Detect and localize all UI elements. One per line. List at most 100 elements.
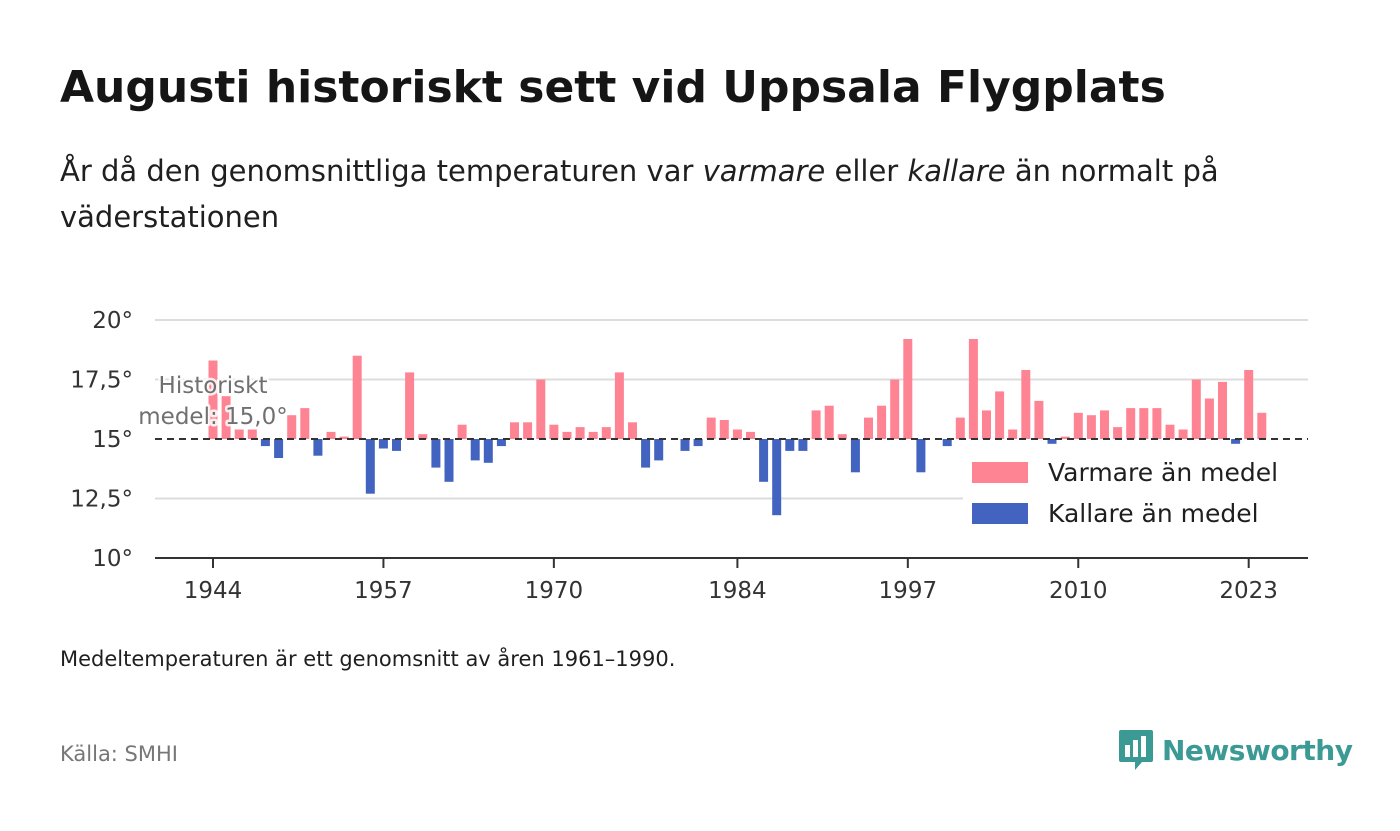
y-tick-label: 12,5° <box>70 487 133 513</box>
bar-2014 <box>1126 408 1136 439</box>
bar-1985 <box>746 431 755 439</box>
bar-2010 <box>1073 412 1083 439</box>
y-tick-label: 15° <box>92 427 133 453</box>
bar-1988 <box>785 439 795 451</box>
page-title: Augusti historiskt sett vid Uppsala Flyg… <box>60 62 1166 113</box>
bar-2003 <box>982 410 991 439</box>
bar-1954 <box>339 436 349 439</box>
bar-2005 <box>1008 429 1018 439</box>
bar-2023 <box>1244 370 1254 439</box>
bar-1998 <box>916 439 926 473</box>
bar-2018 <box>1178 429 1188 439</box>
bar-2002 <box>968 339 978 439</box>
bar-2006 <box>1021 370 1031 439</box>
chart-bars <box>208 339 1267 516</box>
bar-2022 <box>1231 439 1241 444</box>
bar-2021 <box>1218 381 1227 439</box>
bar-2007 <box>1034 400 1044 439</box>
bar-1964 <box>470 439 480 461</box>
bar-2001 <box>955 417 965 439</box>
bar-1975 <box>614 372 624 439</box>
bar-1990 <box>811 410 821 439</box>
subtitle-emphasis-colder: kallare <box>907 154 1006 188</box>
subtitle-text-3: än normalt på väderstationen <box>60 154 1219 234</box>
chart-legend: Varmare än medel Kallare än medel <box>963 452 1308 542</box>
brand-name: Newsworthy <box>1162 733 1353 767</box>
bar-1944 <box>208 360 218 439</box>
bar-1957 <box>378 439 388 449</box>
x-tick-label: 1944 <box>184 578 243 604</box>
y-tick-label: 20° <box>92 308 133 334</box>
subtitle-text-2: eller <box>825 154 908 188</box>
bar-1992 <box>837 434 847 439</box>
legend-swatch-cold <box>972 503 1028 524</box>
bar-1996 <box>890 379 900 439</box>
bar-1968 <box>523 422 533 439</box>
bar-1951 <box>300 408 310 439</box>
bar-1945 <box>221 396 231 439</box>
baseline-label: medel: 15,0° <box>138 404 287 430</box>
bar-1973 <box>588 431 598 439</box>
bar-1960 <box>418 434 428 439</box>
bar-2020 <box>1204 398 1214 439</box>
bar-1987 <box>772 439 782 516</box>
bar-1971 <box>562 431 572 439</box>
bar-1972 <box>575 427 585 439</box>
bar-2017 <box>1165 424 1175 439</box>
baseline-label-halo: medel: 15,0° <box>138 404 287 430</box>
footnote: Medeltemperaturen är ett genomsnitt av å… <box>60 647 676 671</box>
bar-1961 <box>431 439 441 468</box>
bar-1955 <box>352 355 362 439</box>
x-tick-label: 2010 <box>1049 578 1108 604</box>
subtitle-emphasis-warmer: varmare <box>702 154 826 188</box>
bar-1993 <box>850 439 860 473</box>
bar-2015 <box>1139 408 1149 439</box>
baseline-label: Historiskt <box>159 373 268 399</box>
bar-2013 <box>1113 427 1123 439</box>
subtitle-text-1: År då den genomsnittliga temperaturen va… <box>60 154 703 188</box>
bar-1965 <box>483 439 493 463</box>
x-tick-label: 1997 <box>879 578 938 604</box>
bar-1956 <box>365 439 375 494</box>
bar-1977 <box>641 439 651 468</box>
bar-2009 <box>1060 436 1070 439</box>
brand-logo[interactable]: Newsworthy <box>1118 728 1353 772</box>
bar-1983 <box>719 420 729 439</box>
newsworthy-logo-icon <box>1119 730 1153 770</box>
x-tick-label: 1957 <box>354 578 413 604</box>
bar-1981 <box>693 439 703 447</box>
bar-1962 <box>444 439 454 482</box>
bar-1952 <box>313 439 323 456</box>
page-subtitle: År då den genomsnittliga temperaturen va… <box>60 148 1320 240</box>
bar-1976 <box>628 422 637 439</box>
bar-1989 <box>798 439 808 451</box>
legend-swatch-warm <box>972 462 1028 483</box>
bar-2016 <box>1152 408 1162 439</box>
chart-axes: 10° 12,5° 15° 17,5° 20° 1944 1957 1970 1984 1997 2… <box>70 308 1308 604</box>
legend-label-cold: Kallare än medel <box>1048 499 1259 528</box>
bar-1947 <box>247 429 257 439</box>
bar-1967 <box>510 422 519 439</box>
bar-1980 <box>680 439 690 451</box>
bar-1949 <box>274 439 284 458</box>
bar-1984 <box>732 429 742 439</box>
bar-2008 <box>1047 439 1057 444</box>
temperature-bar-chart: 10° 12,5° 15° 17,5° 20° 1944 1957 1970 1984 1997 2… <box>70 308 1308 604</box>
legend-label-warm: Varmare än medel <box>1048 458 1278 487</box>
bar-1948 <box>260 439 270 447</box>
bar-1963 <box>457 424 467 439</box>
y-tick-label: 17,5° <box>70 368 133 394</box>
x-tick-label: 2023 <box>1219 578 1278 604</box>
x-tick-label: 1970 <box>525 578 584 604</box>
x-tick-label: 1984 <box>708 578 767 604</box>
bar-1994 <box>864 417 873 439</box>
bar-1953 <box>326 431 336 439</box>
bar-2004 <box>995 391 1005 439</box>
bar-1946 <box>234 429 244 439</box>
baseline-label-halo: Historiskt <box>159 373 268 399</box>
bar-1978 <box>654 439 664 461</box>
bar-2024 <box>1257 412 1267 439</box>
bar-1997 <box>903 339 913 439</box>
y-tick-label: 10° <box>92 546 133 572</box>
